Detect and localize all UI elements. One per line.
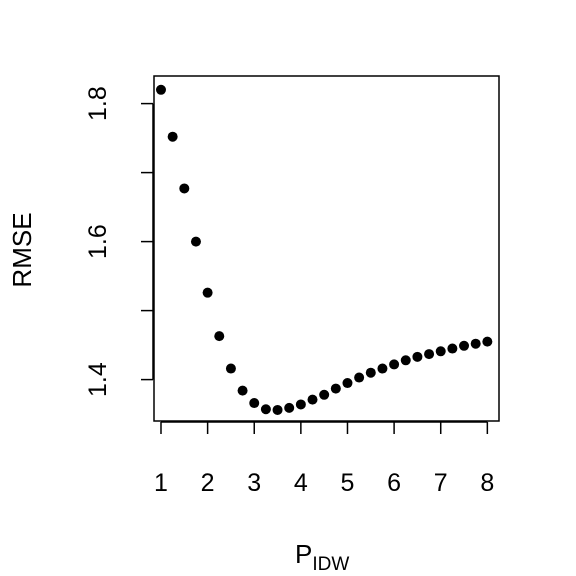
data-point <box>319 390 329 400</box>
data-point <box>354 373 364 383</box>
data-point <box>226 364 236 374</box>
data-point <box>308 395 318 405</box>
x-axis-label-subscript: IDW <box>312 554 349 575</box>
data-point <box>249 398 259 408</box>
data-point <box>401 355 411 365</box>
x-tick-label: 4 <box>294 469 308 497</box>
data-point <box>366 368 376 378</box>
x-tick-label: 3 <box>247 469 261 497</box>
y-axis-title: RMSE <box>7 212 37 287</box>
data-point <box>168 132 178 142</box>
data-point <box>156 85 166 95</box>
data-point <box>238 386 248 396</box>
data-point <box>436 346 446 356</box>
x-tick-label: 5 <box>341 469 355 497</box>
x-tick-label: 6 <box>387 469 401 497</box>
data-point <box>482 337 492 347</box>
x-tick-label: 7 <box>434 469 448 497</box>
data-point <box>296 399 306 409</box>
x-tick-label: 8 <box>480 469 494 497</box>
data-point <box>342 378 352 388</box>
data-points <box>156 85 492 415</box>
x-tick-label: 2 <box>201 469 215 497</box>
data-point <box>191 237 201 247</box>
y-tick-label: 1.8 <box>84 86 112 121</box>
y-axis: 1.4 1.6 1.8 <box>84 86 153 397</box>
x-tick-label: 1 <box>154 469 168 497</box>
data-point <box>447 344 457 354</box>
plot-frame <box>154 76 499 421</box>
x-axis-title: PIDW <box>295 539 349 575</box>
data-point <box>424 349 434 359</box>
x-axis-label: P <box>295 539 312 569</box>
data-point <box>377 364 387 374</box>
data-point <box>412 352 422 362</box>
data-point <box>179 183 189 193</box>
data-point <box>214 331 224 341</box>
data-point <box>459 341 469 351</box>
data-point <box>273 405 283 415</box>
x-axis: 1 2 3 4 5 6 7 8 <box>154 422 494 497</box>
y-tick-label: 1.4 <box>84 362 112 397</box>
data-point <box>389 359 399 369</box>
data-point <box>284 403 294 413</box>
data-point <box>331 384 341 394</box>
data-point <box>203 288 213 298</box>
y-tick-label: 1.6 <box>84 224 112 259</box>
data-point <box>471 339 481 349</box>
data-point <box>261 404 271 414</box>
